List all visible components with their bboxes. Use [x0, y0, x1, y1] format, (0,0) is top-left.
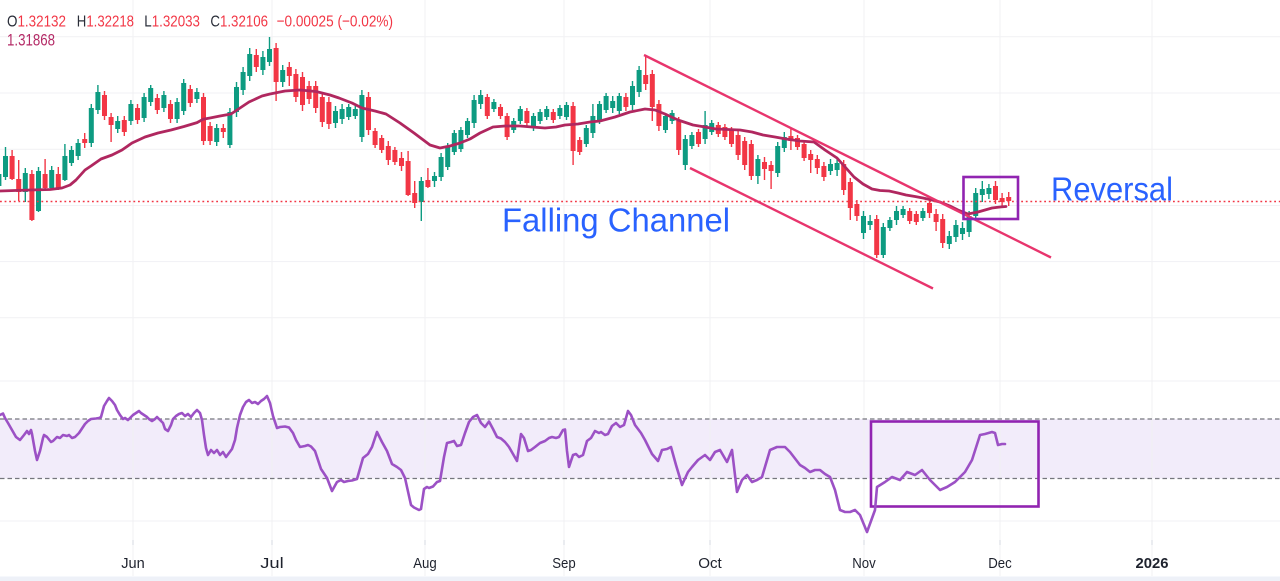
svg-text:Aug: Aug — [413, 555, 437, 572]
svg-text:Nov: Nov — [852, 555, 876, 572]
svg-text:H1.32218: H1.32218 — [77, 14, 134, 31]
svg-text:Falling Channel: Falling Channel — [502, 202, 730, 239]
svg-text:1.31868: 1.31868 — [7, 32, 55, 50]
svg-text:2026: 2026 — [1136, 555, 1169, 572]
svg-text:Oct: Oct — [698, 555, 722, 572]
svg-text:C1.32106: C1.32106 — [210, 14, 268, 31]
svg-text:Sep: Sep — [552, 555, 576, 572]
svg-text:Dec: Dec — [988, 555, 1012, 572]
svg-text:Reversal: Reversal — [1051, 171, 1173, 208]
svg-text:Jul: Jul — [260, 555, 284, 572]
svg-text:O1.32132: O1.32132 — [7, 14, 66, 31]
svg-text:−0.00025 (−0.02%): −0.00025 (−0.02%) — [277, 14, 393, 31]
svg-text:L1.32033: L1.32033 — [144, 14, 200, 31]
svg-text:Jun: Jun — [121, 555, 145, 572]
